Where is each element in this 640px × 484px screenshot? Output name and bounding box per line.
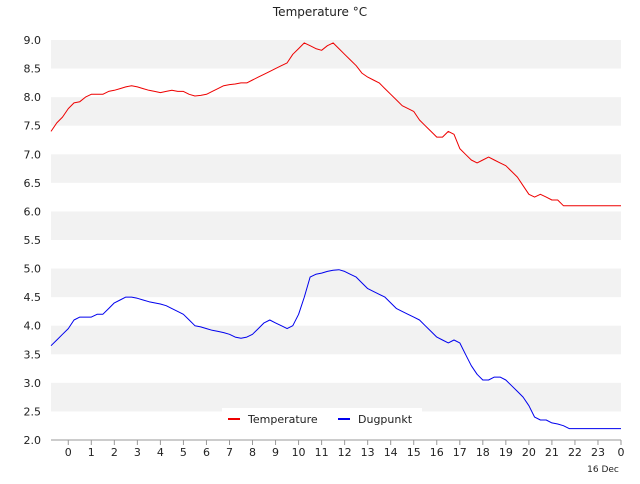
series-line-dugpunkt	[50, 269, 621, 430]
legend-label-temperature: Temperature	[247, 413, 318, 426]
grid-band	[51, 325, 621, 355]
background-bands	[51, 40, 621, 412]
chart-title: Temperature °C	[272, 5, 367, 19]
x-tick-label: 20	[522, 446, 536, 459]
x-tick-label: 0	[618, 446, 625, 459]
x-tick-label: 7	[226, 446, 233, 459]
x-tick-label: 10	[292, 446, 306, 459]
grid-band	[51, 382, 621, 412]
x-tick-label: 16	[430, 446, 444, 459]
grid-band	[51, 40, 621, 69]
x-tick-label: 8	[249, 446, 256, 459]
x-tick-label: 19	[499, 446, 513, 459]
y-tick-label: 9.0	[24, 34, 42, 47]
y-tick-label: 4.0	[24, 320, 42, 333]
y-tick-label: 6.0	[24, 205, 42, 218]
x-tick-label: 9	[272, 446, 279, 459]
x-tick-label: 0	[65, 446, 72, 459]
y-tick-label: 5.5	[24, 234, 42, 247]
y-tick-label: 3.0	[24, 377, 42, 390]
y-tick-label: 4.5	[24, 291, 42, 304]
x-tick-label: 5	[180, 446, 187, 459]
x-tick-label: 12	[338, 446, 352, 459]
y-axis-ticks: 2.0 2.5 3.0 3.5 4.0 4.5 5.0 5.5 6.0 6.5 7.0 7.5 8.0 8…	[24, 34, 42, 447]
x-tick-label: 4	[157, 446, 164, 459]
legend: Temperature Dugpunkt	[222, 408, 422, 430]
x-tick-label: 23	[591, 446, 605, 459]
y-tick-label: 8.0	[24, 91, 42, 104]
grid-band	[51, 97, 621, 126]
x-tick-label: 13	[361, 446, 375, 459]
legend-label-dugpunkt: Dugpunkt	[358, 413, 413, 426]
y-tick-label: 6.5	[24, 177, 42, 190]
grid-band	[51, 154, 621, 183]
x-tick-label: 22	[568, 446, 582, 459]
y-tick-label: 7.0	[24, 148, 42, 161]
x-tick-label: 15	[407, 446, 421, 459]
x-tick-label: 2	[111, 446, 118, 459]
x-tick-label: 17	[453, 446, 467, 459]
x-tick-label: 21	[545, 446, 559, 459]
x-tick-label: 18	[476, 446, 490, 459]
y-tick-label: 8.5	[24, 63, 42, 76]
x-axis-ticks: 0 1 2 3 4 5 6 7 8 9 10 11 12 13 14 15 16 17 18 19 20 21 22 23 0	[65, 440, 625, 459]
x-tick-label: 6	[203, 446, 210, 459]
y-tick-label: 2.0	[24, 434, 42, 447]
y-tick-label: 5.0	[24, 263, 42, 276]
grid-band	[51, 211, 621, 240]
legend-background	[222, 408, 422, 430]
y-tick-label: 7.5	[24, 120, 42, 133]
series-line-temperature	[50, 42, 621, 207]
y-tick-label: 3.5	[24, 348, 42, 361]
y-tick-label: 2.5	[24, 405, 42, 418]
x-tick-label: 14	[384, 446, 398, 459]
series-layer	[50, 42, 621, 430]
x-tick-label: 3	[134, 446, 141, 459]
x-axis-date-label: 16 Dec	[587, 465, 619, 475]
x-tick-label: 1	[88, 446, 95, 459]
grid-band	[51, 268, 621, 298]
x-tick-label: 11	[315, 446, 329, 459]
